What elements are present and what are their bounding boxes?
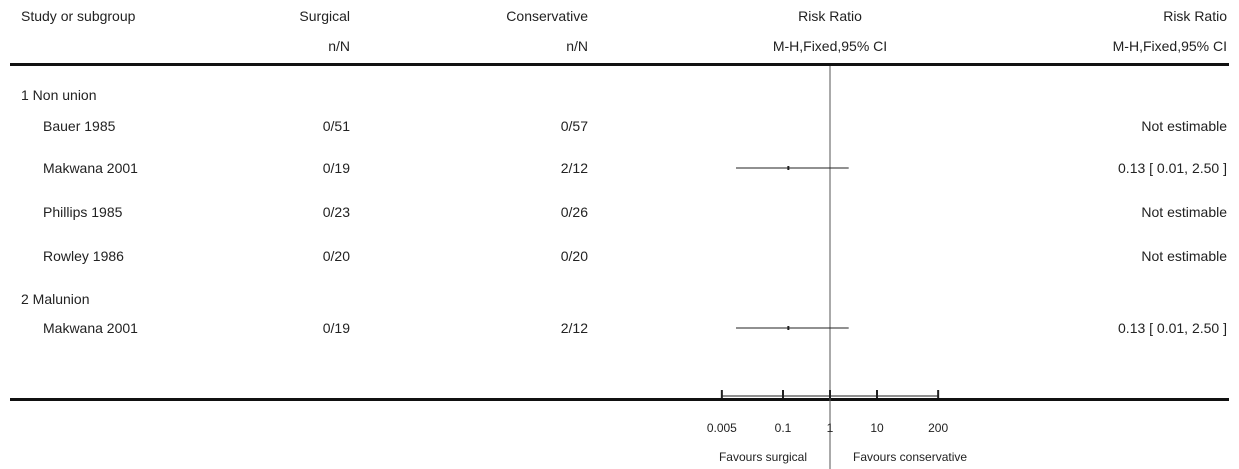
point-estimate <box>787 326 790 330</box>
rr-text-value: 0.13 [ 0.01, 2.50 ] <box>1118 160 1227 176</box>
tick-label: 0.1 <box>774 421 792 435</box>
tick-label: 10 <box>870 421 884 435</box>
header-rr-plot: Risk Ratio <box>798 8 862 24</box>
study-label: Makwana 2001 <box>43 320 138 336</box>
surgical-value: 0/19 <box>322 320 350 336</box>
conservative-value: 2/12 <box>560 160 588 176</box>
footer-rule <box>10 398 1229 401</box>
group-label-malunion: 2 Malunion <box>21 291 90 307</box>
header-rule <box>10 63 1229 66</box>
surgical-value: 0/19 <box>322 160 350 176</box>
study-label: Bauer 1985 <box>43 118 116 134</box>
tick-label: 0.005 <box>706 421 737 435</box>
header-rr-text: Risk Ratio <box>1163 8 1227 24</box>
group-label-non-union: 1 Non union <box>21 87 97 103</box>
header-study: Study or subgroup <box>21 8 136 24</box>
point-estimate <box>787 166 790 170</box>
header-conservative-sub: n/N <box>566 38 588 54</box>
conservative-value: 0/26 <box>560 204 588 220</box>
x-axis-ticks <box>720 390 940 398</box>
surgical-value: 0/23 <box>322 204 350 220</box>
rr-text-value: Not estimable <box>1141 118 1227 134</box>
ci-lines <box>736 166 849 330</box>
surgical-value: 0/51 <box>322 118 350 134</box>
conservative-value: 2/12 <box>560 320 588 336</box>
study-label: Makwana 2001 <box>43 160 138 176</box>
header-rr-plot-sub: M-H,Fixed,95% CI <box>772 38 888 54</box>
study-label: Rowley 1986 <box>43 248 124 264</box>
surgical-value: 0/20 <box>322 248 350 264</box>
favours-left-label: Favours surgical <box>718 450 807 464</box>
header-rr-text-sub: M-H,Fixed,95% CI <box>1112 38 1227 54</box>
tick-label: 200 <box>928 421 949 435</box>
favours-right-label: Favours conservative <box>853 450 968 464</box>
study-label: Phillips 1985 <box>43 204 123 220</box>
conservative-value: 0/20 <box>560 248 588 264</box>
header-surgical-sub: n/N <box>328 38 350 54</box>
rr-text-value: Not estimable <box>1141 204 1227 220</box>
header-conservative: Conservative <box>506 8 588 24</box>
tick-label: 1 <box>826 421 834 435</box>
header-surgical: Surgical <box>299 8 350 24</box>
conservative-value: 0/57 <box>560 118 588 134</box>
rr-text-value: 0.13 [ 0.01, 2.50 ] <box>1118 320 1227 336</box>
rr-text-value: Not estimable <box>1141 248 1227 264</box>
